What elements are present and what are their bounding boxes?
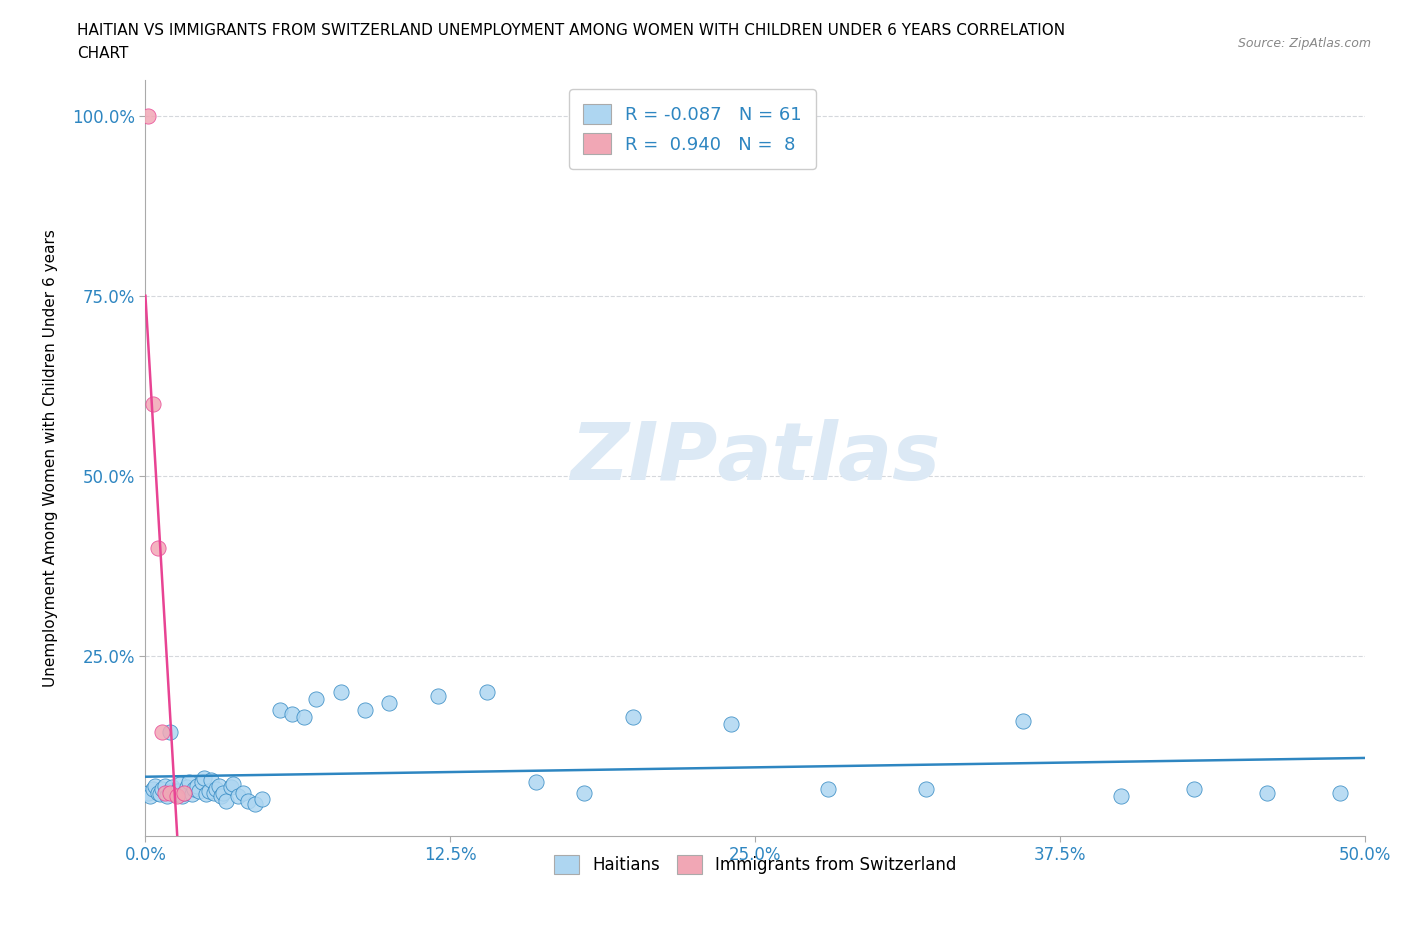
- Point: [190, 775, 212, 790]
- Point: [166, 783, 188, 798]
- Point: [183, 782, 205, 797]
- Point: [269, 702, 291, 717]
- Point: [1329, 785, 1351, 800]
- Point: [252, 791, 274, 806]
- Point: [195, 787, 218, 802]
- Point: [427, 688, 450, 703]
- Point: [1012, 713, 1035, 728]
- Point: [720, 717, 742, 732]
- Y-axis label: Unemployment Among Women with Children Under 6 years: Unemployment Among Women with Children U…: [44, 229, 58, 687]
- Point: [817, 782, 839, 797]
- Point: [292, 710, 315, 724]
- Point: [176, 779, 198, 794]
- Text: Source: ZipAtlas.com: Source: ZipAtlas.com: [1237, 37, 1371, 50]
- Point: [153, 778, 176, 793]
- Point: [136, 109, 159, 124]
- Point: [163, 787, 186, 802]
- Point: [159, 784, 181, 799]
- Point: [159, 785, 181, 800]
- Point: [205, 782, 228, 797]
- Point: [136, 785, 159, 800]
- Point: [354, 702, 377, 717]
- Point: [215, 794, 238, 809]
- Point: [574, 785, 596, 800]
- Point: [169, 777, 191, 791]
- Point: [1182, 782, 1205, 797]
- Point: [243, 796, 266, 811]
- Point: [524, 775, 547, 790]
- Point: [156, 789, 179, 804]
- Point: [232, 785, 254, 800]
- Point: [219, 779, 242, 794]
- Point: [378, 696, 401, 711]
- Point: [226, 789, 249, 804]
- Point: [281, 706, 304, 721]
- Point: [180, 787, 202, 802]
- Point: [186, 778, 208, 793]
- Point: [166, 789, 188, 804]
- Point: [914, 782, 936, 797]
- Point: [236, 794, 259, 809]
- Point: [142, 782, 165, 797]
- Point: [202, 785, 225, 800]
- Point: [179, 775, 201, 790]
- Point: [173, 785, 195, 800]
- Text: CHART: CHART: [77, 46, 129, 61]
- Point: [146, 785, 169, 800]
- Point: [1109, 789, 1132, 804]
- Point: [305, 692, 328, 707]
- Point: [170, 789, 193, 804]
- Point: [329, 684, 352, 699]
- Point: [152, 724, 174, 739]
- Point: [475, 684, 498, 699]
- Point: [143, 778, 166, 793]
- Point: [188, 784, 211, 799]
- Point: [209, 789, 232, 804]
- Point: [142, 396, 165, 411]
- Text: ZIP​atlas: ZIP​atlas: [569, 419, 941, 497]
- Point: [153, 785, 176, 800]
- Point: [162, 779, 184, 794]
- Point: [198, 783, 221, 798]
- Point: [200, 773, 222, 788]
- Point: [146, 540, 169, 555]
- Point: [621, 710, 644, 724]
- Point: [222, 777, 245, 791]
- Point: [207, 778, 229, 793]
- Point: [139, 789, 162, 804]
- Point: [1256, 785, 1278, 800]
- Legend: Haitians, Immigrants from Switzerland: Haitians, Immigrants from Switzerland: [547, 848, 963, 881]
- Point: [152, 782, 174, 797]
- Point: [212, 785, 235, 800]
- Point: [193, 771, 215, 786]
- Point: [149, 787, 172, 802]
- Text: HAITIAN VS IMMIGRANTS FROM SWITZERLAND UNEMPLOYMENT AMONG WOMEN WITH CHILDREN UN: HAITIAN VS IMMIGRANTS FROM SWITZERLAND U…: [77, 23, 1066, 38]
- Point: [159, 724, 181, 739]
- Point: [173, 785, 195, 800]
